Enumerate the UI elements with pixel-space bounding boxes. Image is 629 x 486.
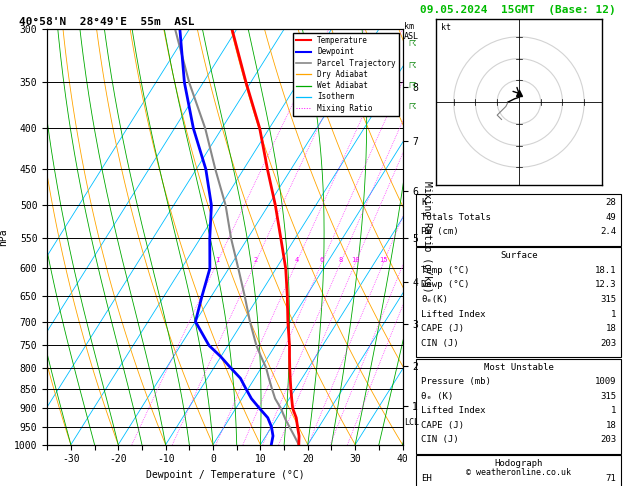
Text: 40°58'N  28°49'E  55m  ASL: 40°58'N 28°49'E 55m ASL xyxy=(19,17,194,27)
Text: 203: 203 xyxy=(600,339,616,348)
Text: θₑ(K): θₑ(K) xyxy=(421,295,448,304)
Text: 1: 1 xyxy=(611,406,616,416)
Text: 203: 203 xyxy=(600,435,616,445)
Text: ☈: ☈ xyxy=(408,61,416,70)
Text: Pressure (mb): Pressure (mb) xyxy=(421,377,491,386)
Y-axis label: Mixing Ratio (g/kg): Mixing Ratio (g/kg) xyxy=(422,181,432,293)
Text: kt: kt xyxy=(441,23,450,32)
Text: 09.05.2024  15GMT  (Base: 12): 09.05.2024 15GMT (Base: 12) xyxy=(420,5,616,15)
Text: 1009: 1009 xyxy=(595,377,616,386)
Text: © weatheronline.co.uk: © weatheronline.co.uk xyxy=(467,468,571,477)
Text: 28: 28 xyxy=(606,198,616,208)
Text: CAPE (J): CAPE (J) xyxy=(421,421,464,430)
Text: 15: 15 xyxy=(379,257,387,262)
Text: 1: 1 xyxy=(611,310,616,319)
Text: km
ASL: km ASL xyxy=(404,22,419,41)
Text: Temp (°C): Temp (°C) xyxy=(421,266,470,275)
Text: Lifted Index: Lifted Index xyxy=(421,406,486,416)
Text: 2.4: 2.4 xyxy=(600,227,616,237)
Text: CIN (J): CIN (J) xyxy=(421,339,459,348)
Text: LCL: LCL xyxy=(404,418,419,427)
Text: Totals Totals: Totals Totals xyxy=(421,213,491,222)
Text: 18: 18 xyxy=(606,324,616,333)
Text: CAPE (J): CAPE (J) xyxy=(421,324,464,333)
Text: ☈: ☈ xyxy=(408,102,416,111)
Text: 10: 10 xyxy=(352,257,360,262)
Text: K: K xyxy=(421,198,427,208)
Text: Lifted Index: Lifted Index xyxy=(421,310,486,319)
Text: PW (cm): PW (cm) xyxy=(421,227,459,237)
Text: 6: 6 xyxy=(320,257,324,262)
Text: Surface: Surface xyxy=(500,251,538,260)
Text: 49: 49 xyxy=(606,213,616,222)
Text: 18: 18 xyxy=(606,421,616,430)
Text: 12.3: 12.3 xyxy=(595,280,616,290)
X-axis label: Dewpoint / Temperature (°C): Dewpoint / Temperature (°C) xyxy=(145,470,304,480)
Y-axis label: hPa: hPa xyxy=(0,228,8,246)
Text: 2: 2 xyxy=(253,257,257,262)
Text: CIN (J): CIN (J) xyxy=(421,435,459,445)
Text: ☈: ☈ xyxy=(408,81,416,90)
Text: EH: EH xyxy=(421,474,432,483)
Text: 18.1: 18.1 xyxy=(595,266,616,275)
Text: 315: 315 xyxy=(600,295,616,304)
Text: Hodograph: Hodograph xyxy=(495,459,543,469)
Text: 315: 315 xyxy=(600,392,616,401)
Text: 8: 8 xyxy=(338,257,343,262)
Text: Dewp (°C): Dewp (°C) xyxy=(421,280,470,290)
Text: 1: 1 xyxy=(215,257,220,262)
Legend: Temperature, Dewpoint, Parcel Trajectory, Dry Adiabat, Wet Adiabat, Isotherm, Mi: Temperature, Dewpoint, Parcel Trajectory… xyxy=(292,33,399,116)
Text: θₑ (K): θₑ (K) xyxy=(421,392,454,401)
Text: Most Unstable: Most Unstable xyxy=(484,363,554,372)
Text: ☈: ☈ xyxy=(408,39,416,48)
Text: 4: 4 xyxy=(294,257,299,262)
Text: 71: 71 xyxy=(606,474,616,483)
